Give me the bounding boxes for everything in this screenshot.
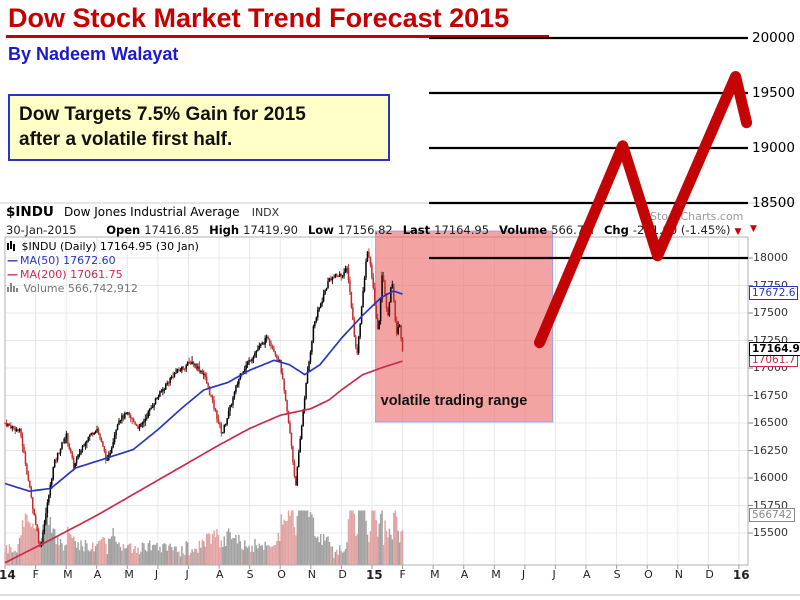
legend-volume-label: Volume 566,742,912	[23, 282, 138, 295]
y-axis-tick-label: 16000	[753, 471, 788, 484]
note-line-2: after a volatile first half.	[19, 128, 233, 150]
y-axis-tick-label: 16750	[753, 388, 788, 402]
volatile-range-label: volatile trading range	[380, 392, 528, 409]
price-tag: 17164.9	[749, 341, 800, 356]
y-axis-tick-label: 18000	[753, 251, 788, 264]
page-title: Dow Stock Market Trend Forecast 2015	[6, 3, 550, 38]
x-axis-tick-label: O	[277, 568, 286, 581]
ticker-name: Dow Jones Industrial Average	[64, 205, 240, 219]
x-axis-tick-label: A	[93, 568, 102, 581]
ticker-exchange: INDX	[251, 206, 280, 219]
stat-value-open: 17416.85	[144, 223, 200, 237]
price-tag: 17672.6	[749, 286, 799, 300]
stat-value-last: 17164.95	[434, 223, 490, 237]
x-axis-tick-label: S	[613, 568, 621, 581]
x-axis-tick-label: J	[521, 568, 526, 581]
x-axis-tick-label: J	[185, 568, 189, 581]
stat-value-high: 17419.90	[243, 223, 298, 237]
x-axis-tick-label: M	[124, 568, 134, 581]
forecast-note-box: Dow Targets 7.5% Gain for 2015 after a v…	[8, 94, 390, 162]
legend-ma200-label: MA(200) 17061.75	[20, 268, 123, 281]
y-axis-tick-label: 16250	[753, 443, 788, 457]
x-axis-tick-label: M	[63, 568, 73, 581]
x-axis-tick-label: O	[644, 568, 653, 581]
ma200-line-icon: —	[7, 268, 18, 281]
stat-value-chg: -251.90 (-1.45%)	[632, 223, 731, 237]
target-level-label: 18500	[752, 195, 795, 211]
legend-series-row: $INDU (Daily) 17164.95 (30 Jan)	[7, 240, 199, 254]
chart-header-line2: 30-Jan-2015 Open 17416.85 High 17419.90 Low 1…	[6, 223, 741, 237]
chart-header-line1: $INDU Dow Jones Industrial Average INDX	[6, 204, 279, 220]
x-axis-tick-label: 14	[0, 568, 16, 582]
byline: By Nadeem Walayat	[8, 44, 179, 64]
x-axis-tick-label: A	[216, 568, 224, 581]
ticker-symbol: $INDU	[6, 204, 54, 220]
price-direction-down-icon: ▼	[750, 224, 757, 234]
stat-label-high: High	[209, 223, 240, 237]
x-axis-tick-label: A	[460, 568, 469, 581]
target-level-label: 19500	[752, 85, 795, 101]
target-level-label: 19000	[752, 140, 795, 156]
note-line-1: Dow Targets 7.5% Gain for 2015	[19, 104, 306, 125]
ma50-line-icon: —	[7, 254, 18, 267]
x-axis-tick-label: N	[674, 568, 683, 581]
x-axis-tick-label: D	[705, 568, 714, 581]
x-axis-tick-label: D	[338, 568, 347, 581]
change-down-icon: ▼	[734, 227, 742, 237]
candlestick-icon	[7, 241, 16, 251]
quote-date: 30-Jan-2015	[6, 223, 77, 237]
legend-ma50-label: MA(50) 17672.60	[20, 254, 116, 267]
legend-ma200-row: — MA(200) 17061.75	[7, 268, 199, 282]
x-axis-tick-label: F	[32, 568, 39, 581]
stat-label-low: Low	[307, 223, 334, 237]
y-axis-tick-label: 15500	[753, 526, 788, 539]
x-axis-tick-label: J	[552, 568, 556, 581]
x-axis-tick-label: A	[583, 568, 591, 581]
stat-label-chg: Chg	[603, 223, 629, 237]
chart-legend: $INDU (Daily) 17164.95 (30 Jan) — MA(50) …	[7, 240, 199, 296]
volume-bars-icon	[7, 283, 18, 292]
x-axis-tick-label: 15	[365, 568, 383, 582]
x-axis-tick-label: 16	[732, 568, 750, 582]
x-axis-tick-label: J	[154, 568, 159, 581]
x-axis-tick-label: M	[430, 568, 440, 581]
price-tag: 566742	[749, 507, 796, 522]
x-axis-tick-label: M	[491, 568, 501, 581]
x-axis-tick-label: S	[246, 568, 254, 581]
legend-volume-row: Volume 566,742,912	[7, 282, 199, 296]
stat-label-volume: Volume	[499, 223, 548, 237]
stat-label-last: Last	[402, 223, 431, 237]
stat-label-open: Open	[106, 223, 141, 237]
x-axis-tick-label: N	[307, 568, 317, 581]
x-axis-tick-label: F	[399, 568, 406, 581]
legend-series-label: $INDU (Daily) 17164.95 (30 Jan)	[21, 240, 199, 253]
legend-ma50-row: — MA(50) 17672.60	[7, 254, 199, 268]
target-level-label: 20000	[752, 30, 795, 46]
price-tag: 17061.7	[749, 353, 799, 368]
y-axis-tick-label: 16500	[753, 416, 788, 429]
y-axis-tick-label: 17500	[753, 306, 788, 319]
stat-value-low: 17156.82	[337, 223, 393, 237]
